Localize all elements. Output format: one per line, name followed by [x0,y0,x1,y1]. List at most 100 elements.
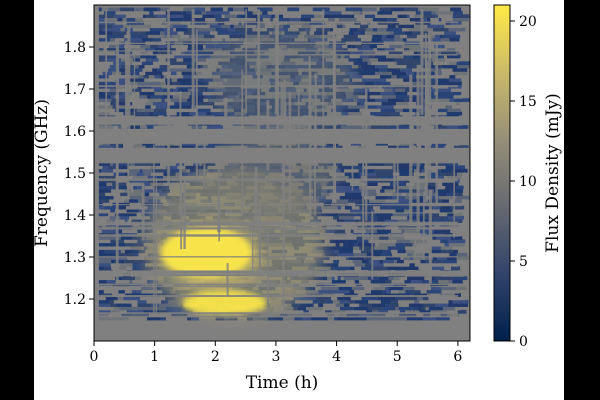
heatmap-cell [116,145,124,150]
heatmap-cell [361,296,378,301]
heatmap-cell [445,215,449,220]
heatmap-cell [394,276,400,281]
heatmap-cell [115,252,133,257]
heatmap-cell [98,309,111,314]
heatmap-cell [331,175,349,180]
heatmap-cell [444,31,457,35]
heatmap-cell [133,185,138,190]
heatmap-cell [387,61,395,66]
colorbar-tick-label: 0 [519,334,528,350]
heatmap-cell [398,145,402,150]
heatmap-cell [98,205,105,210]
colorbar-tick-label: 20 [519,14,537,30]
heatmap-cell [380,299,391,304]
heatmap-cell [452,68,468,72]
heatmap-cell [359,10,363,15]
heatmap-cell [331,276,335,281]
heatmap-cell [122,17,127,22]
heatmap-cell [101,168,114,173]
heatmap-cell [342,162,345,166]
heatmap-cell [395,94,408,99]
heatmap-cell [171,303,181,307]
heatmap-cell [407,276,425,281]
heatmap-cell [400,68,413,72]
heatmap-cell [183,14,192,18]
heatmap-cell [375,64,388,69]
heatmap-cell [386,289,392,294]
heatmap-cell [363,165,375,170]
heatmap-cell [427,199,442,203]
heatmap-cell [143,7,158,12]
heatmap-cell [403,256,411,260]
heatmap-cell [441,71,455,76]
heatmap-cell [104,249,121,254]
heatmap-cell [448,303,458,307]
heatmap-cell [446,309,458,314]
heatmap-cell [394,47,404,52]
heatmap-cell [98,98,112,102]
heatmap-cell [426,162,442,166]
heatmap-cell [102,219,107,223]
heatmap-cell [427,172,442,176]
heatmap-cell [203,44,206,49]
heatmap-cell [372,313,379,318]
heatmap-cell [383,249,392,254]
heatmap-cell [387,98,405,102]
heatmap-cell [130,91,140,96]
heatmap-cell [167,74,184,79]
heatmap-cell [354,266,362,270]
heatmap-cell [405,104,423,109]
heatmap-cell [113,14,126,18]
heatmap-cell [110,262,121,267]
heatmap-cell [331,309,346,314]
heatmap-cell [360,64,376,69]
heatmap-cell [157,68,171,72]
heatmap-cell [179,172,188,176]
heatmap-cell [148,74,155,79]
flag-stripe [195,28,198,179]
heatmap-cell [194,57,207,62]
heatmap-cell [376,188,381,193]
heatmap-cell [174,54,189,59]
heatmap-cell [124,289,132,294]
heatmap-cell [141,293,151,297]
heatmap-cell [225,37,239,42]
heatmap-cell [119,309,127,314]
heatmap-cell [390,7,405,12]
heatmap-cell [456,185,464,190]
heatmap-cell [178,88,188,92]
heatmap-cell [454,165,466,170]
heatmap-cell [432,37,441,42]
heatmap-cell [397,199,412,203]
flag-line [98,50,458,52]
heatmap-cell [451,266,461,270]
heatmap-cell [336,219,345,223]
heatmap-cell [428,68,442,72]
flag-stripe [423,191,425,261]
heatmap-cell [333,236,347,240]
heatmap-cell [347,104,360,109]
heatmap-cell [403,78,413,82]
heatmap-cell [153,185,163,190]
heatmap-cell [319,299,326,304]
heatmap-cell [401,266,419,270]
heatmap-cell [384,88,393,92]
heatmap-cell [387,195,393,200]
heatmap-cell [325,299,333,304]
heatmap-cell [143,192,150,197]
heatmap-cell [98,293,113,297]
flag-stripe [427,61,429,115]
heatmap-cell [372,34,383,39]
heatmap-cell [144,182,151,186]
heatmap-cell [199,162,203,166]
heatmap-cell [396,101,409,106]
heatmap-cell [339,242,344,247]
heatmap-cell [141,286,156,291]
heatmap-cell [362,7,377,12]
heatmap-cell [194,7,206,12]
heatmap-cell [161,98,165,102]
heatmap-cell [159,309,168,314]
heatmap-cell [149,27,164,32]
heatmap-cell [450,296,466,301]
heatmap-cell [153,61,171,66]
